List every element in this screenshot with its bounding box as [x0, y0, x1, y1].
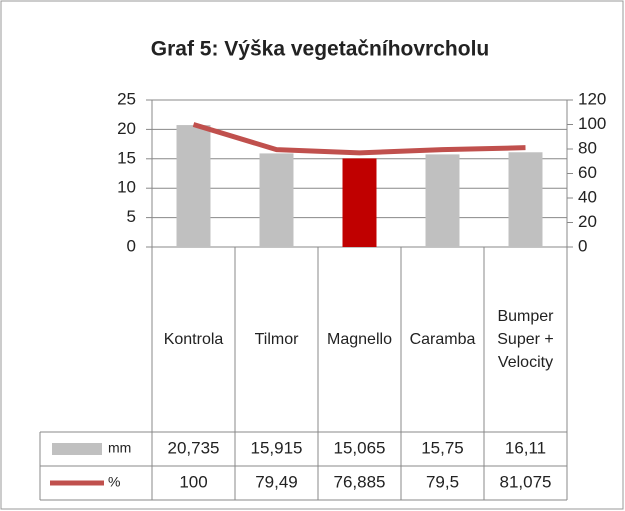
table-value: 79,5: [426, 472, 459, 491]
table-value: 15,915: [251, 438, 303, 457]
chart-title: Graf 5: Výška vegetačníhovrcholu: [151, 38, 489, 61]
legend-label: mm: [108, 440, 131, 456]
x-tick-label: Caramba: [409, 331, 476, 348]
category-cell: Bumper Super + Velocity: [497, 308, 554, 371]
y-tick-label: 20: [117, 119, 136, 138]
bar: [342, 158, 377, 247]
table-value: 15,065: [334, 438, 386, 457]
x-tick-label: Tilmor: [254, 331, 299, 348]
y-tick-label: 0: [127, 236, 136, 255]
y2-tick-label: 120: [578, 89, 606, 108]
bar: [508, 152, 543, 247]
y2-tick-label: 40: [578, 187, 597, 206]
y2-tick-label: 0: [578, 236, 587, 255]
line: [192, 122, 526, 156]
legend-label: %: [108, 474, 120, 490]
x-tick-label: Bumper Super + Velocity: [497, 308, 554, 371]
category-cell: Tilmor: [254, 331, 299, 348]
y-tick-label: 5: [127, 207, 136, 226]
legend-key: [52, 443, 102, 455]
category-cell: Magnello: [327, 331, 392, 348]
y-tick-label: 15: [117, 148, 136, 167]
category-cell: Caramba: [409, 331, 476, 348]
table-value: 100: [179, 472, 207, 491]
bar: [259, 153, 294, 247]
y2-tick-label: 100: [578, 114, 606, 133]
table-value: 79,49: [255, 472, 298, 491]
table-value: 81,075: [500, 472, 552, 491]
x-tick-label: Kontrola: [163, 331, 224, 348]
table-value: 16,11: [505, 438, 546, 457]
y-tick-label: 25: [117, 89, 136, 108]
table-value: 76,885: [334, 472, 386, 491]
x-tick-label: Magnello: [327, 331, 392, 348]
y2-tick-label: 20: [578, 212, 597, 231]
y2-tick-label: 60: [578, 163, 597, 182]
y-tick-label: 10: [117, 178, 136, 197]
bar: [176, 125, 211, 247]
table-value: 15,75: [421, 438, 464, 457]
y2-tick-label: 80: [578, 138, 597, 157]
bar: [425, 154, 460, 247]
table-value: 20,735: [168, 438, 220, 457]
category-cell: Kontrola: [163, 331, 224, 348]
